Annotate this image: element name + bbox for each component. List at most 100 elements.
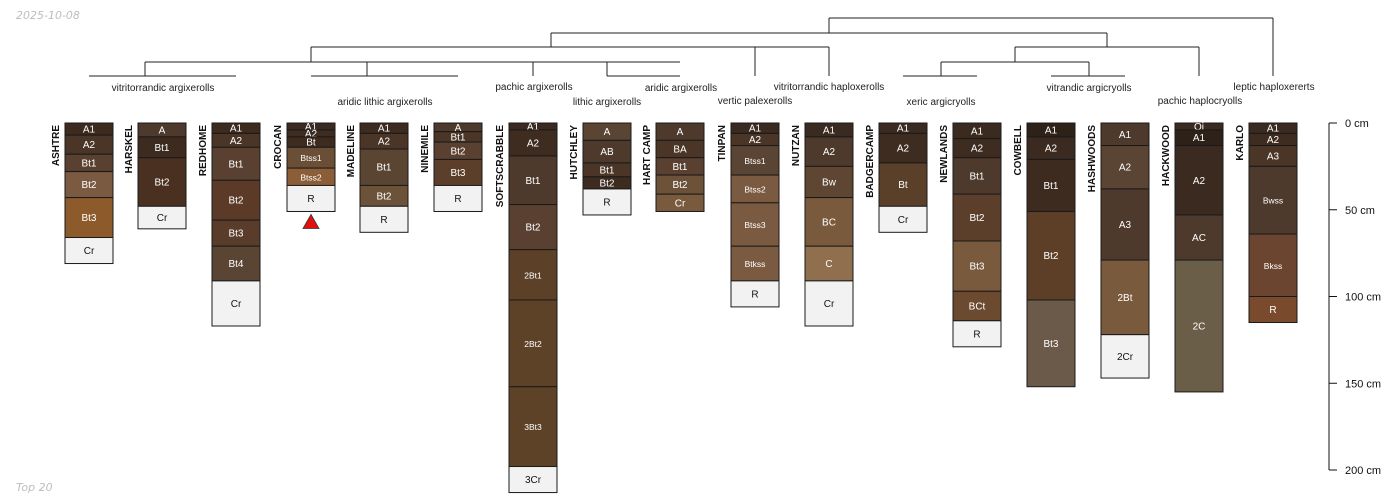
horizon-label: A1 bbox=[527, 122, 540, 133]
profile-name: TINPAN bbox=[717, 125, 728, 161]
horizon-label: A1 bbox=[305, 122, 318, 133]
horizon-label: 2Cr bbox=[1117, 352, 1134, 363]
depth-tick-label: 200 cm bbox=[1345, 465, 1381, 477]
horizon-label: C bbox=[825, 259, 832, 270]
group-label: vitrandic argicryolls bbox=[1046, 83, 1131, 94]
group-label: leptic haploxererts bbox=[1233, 82, 1314, 93]
soil-profile: A1 A2 Bt1 Bt2 R MADELINE bbox=[346, 122, 409, 233]
horizon-label: Bt1 bbox=[228, 159, 243, 170]
profile-name: BADGERCAMP bbox=[865, 125, 876, 198]
horizon-label: Bt1 bbox=[525, 176, 540, 187]
horizon-label: Bt2 bbox=[81, 180, 96, 191]
horizon-label: A2 bbox=[1045, 144, 1058, 155]
horizon-label: A2 bbox=[971, 144, 984, 155]
profile-name: HART CAMP bbox=[642, 125, 653, 185]
horizon-label: 2Bt1 bbox=[524, 270, 542, 280]
horizon bbox=[878, 162, 928, 207]
horizon-label: R bbox=[307, 194, 314, 205]
horizon-label: A2 bbox=[305, 129, 318, 140]
horizon-label: A2 bbox=[1267, 135, 1280, 146]
horizon-label: A1 bbox=[897, 124, 910, 135]
horizon bbox=[952, 320, 1002, 348]
horizon-label: A1 bbox=[971, 126, 984, 137]
horizon-label: Bt1 bbox=[672, 162, 687, 173]
group-label: vitritorrandic argixerolls bbox=[112, 83, 215, 94]
horizon-label: Bt3 bbox=[450, 168, 465, 179]
horizon bbox=[1026, 158, 1076, 212]
horizon-label: Cr bbox=[824, 299, 835, 310]
soil-profile: A BA Bt1 Bt2 Cr HART CAMP bbox=[642, 122, 705, 212]
horizon-label: Bt3 bbox=[228, 229, 243, 240]
horizon-label: Btkss bbox=[745, 259, 766, 269]
horizon-label: Btss3 bbox=[744, 220, 766, 230]
horizon bbox=[359, 205, 409, 233]
horizon-label: Bt1 bbox=[450, 132, 465, 143]
horizon bbox=[359, 148, 409, 186]
horizon bbox=[804, 197, 854, 247]
horizon-label: Cr bbox=[231, 299, 242, 310]
horizon-label: Bt3 bbox=[969, 262, 984, 273]
horizon-label: Bt3 bbox=[81, 213, 96, 224]
horizon-label: A2 bbox=[897, 144, 910, 155]
horizon-label: Cr bbox=[898, 215, 909, 226]
horizon-label: BA bbox=[673, 145, 687, 156]
horizon-label: A2 bbox=[1193, 176, 1206, 187]
soil-profile: A Bt1 Bt2 Cr HARSKEL bbox=[124, 122, 187, 230]
horizon-label: A1 bbox=[230, 124, 243, 135]
horizon-label: Bt2 bbox=[672, 180, 687, 191]
horizon bbox=[730, 245, 780, 282]
horizon bbox=[64, 237, 114, 265]
profile-name: REDHOME bbox=[198, 125, 209, 176]
taxonomic-group-labels: vitritorrandic argixerolls aridic lithic … bbox=[112, 82, 1315, 108]
horizon-label: Bt1 bbox=[969, 171, 984, 182]
horizon bbox=[508, 204, 558, 251]
horizon-label: AB bbox=[600, 147, 614, 158]
horizon-label: Bt2 bbox=[525, 223, 540, 234]
profile-name: NEWLANDS bbox=[939, 125, 950, 183]
horizon-label: Bt bbox=[306, 138, 316, 149]
horizon-label: Bt2 bbox=[450, 146, 465, 157]
horizon-label: A1 bbox=[378, 124, 391, 135]
horizon-label: A1 bbox=[1267, 124, 1280, 135]
horizon bbox=[508, 466, 558, 494]
horizon bbox=[1174, 259, 1224, 393]
horizon bbox=[655, 193, 705, 212]
horizon-label: R bbox=[973, 329, 980, 340]
soil-profile: A1 A2 Bt1 Bt2 Bt3 COWBELL bbox=[1013, 122, 1076, 388]
horizon bbox=[804, 136, 854, 167]
horizon-label: Bkss bbox=[1264, 261, 1282, 271]
horizon bbox=[804, 280, 854, 327]
profile-name: KARLO bbox=[1235, 125, 1246, 161]
profile-name: ASHTRE bbox=[51, 125, 62, 166]
horizon-label: A3 bbox=[1267, 151, 1280, 162]
horizon-label: A2 bbox=[527, 138, 540, 149]
horizon bbox=[730, 280, 780, 308]
horizon bbox=[1174, 145, 1224, 216]
horizon-label: BC bbox=[822, 217, 836, 228]
profile-name: MADELINE bbox=[346, 125, 357, 178]
horizon-label: Bt1 bbox=[1043, 181, 1058, 192]
horizon-label: Bt2 bbox=[376, 191, 391, 202]
horizon-label: Bwss bbox=[1263, 196, 1283, 206]
horizon-label: R bbox=[454, 194, 461, 205]
horizon-label: Bt2 bbox=[599, 178, 614, 189]
profile-name: HUTCHLEY bbox=[569, 125, 580, 180]
horizon-label: A1 bbox=[1193, 133, 1206, 144]
horizon-label: A1 bbox=[749, 124, 762, 135]
horizon bbox=[433, 158, 483, 186]
horizon-label: A2 bbox=[378, 137, 391, 148]
soil-profile: A1 A2 Bt1 Bt2 2Bt1 2Bt2 3Bt3 3Cr SOFTSCRABBLE bbox=[495, 122, 558, 494]
horizon-label: A1 bbox=[83, 125, 96, 136]
profile-name: CROCAN bbox=[273, 125, 284, 169]
horizon bbox=[508, 386, 558, 468]
horizon-label: Bt1 bbox=[376, 163, 391, 174]
soil-profile: A AB Bt1 Bt2 R HUTCHLEY bbox=[569, 122, 632, 216]
horizon-label: A2 bbox=[1119, 163, 1132, 174]
profile-name: HASHWOODS bbox=[1087, 125, 1098, 193]
horizon-label: A bbox=[677, 127, 684, 138]
